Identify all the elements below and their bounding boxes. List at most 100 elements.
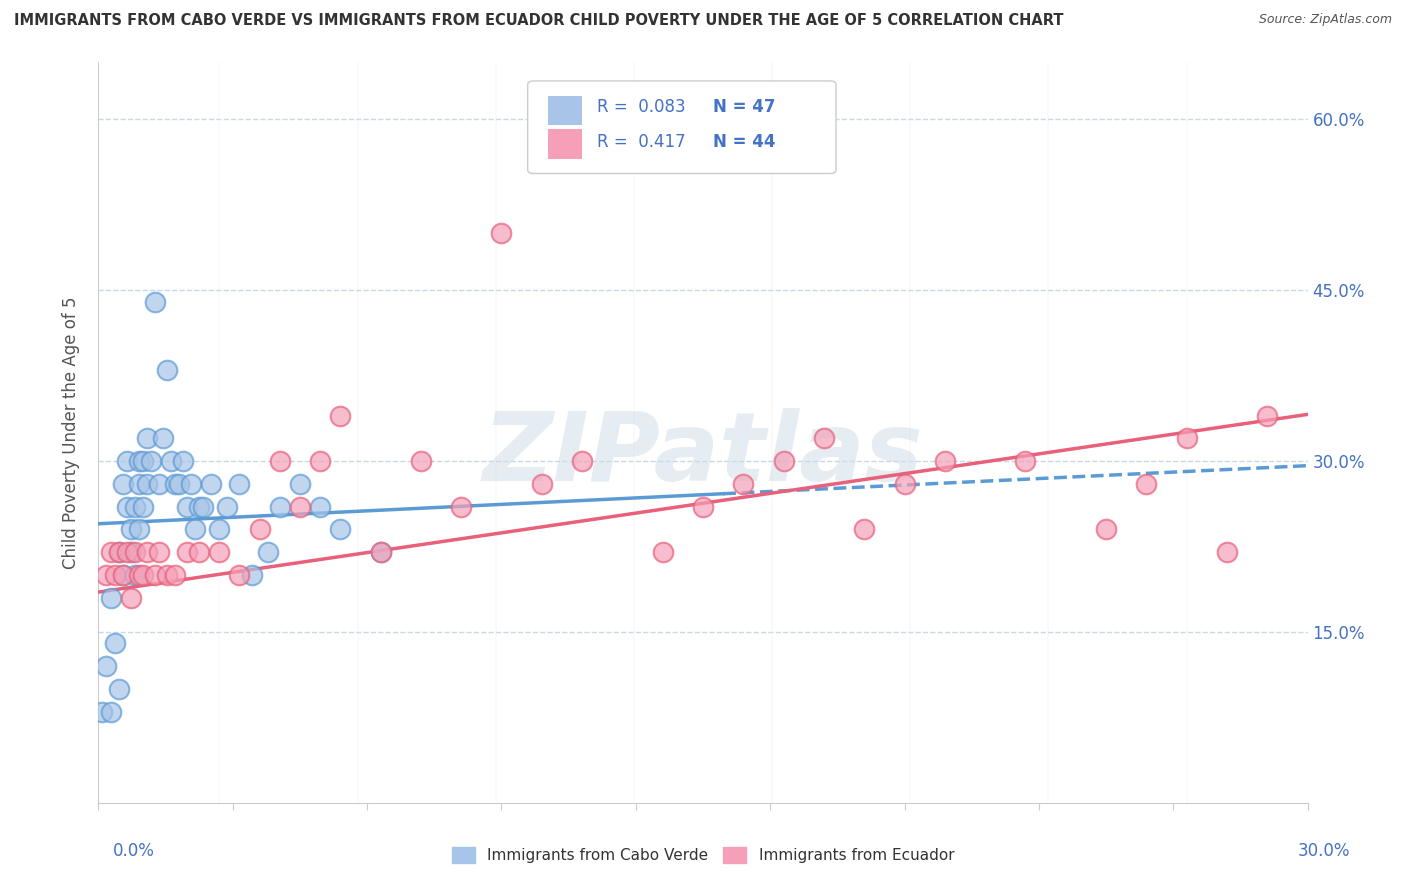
Legend: Immigrants from Cabo Verde, Immigrants from Ecuador: Immigrants from Cabo Verde, Immigrants f… [446, 841, 960, 869]
Point [530, 476, 553, 491]
Point [188, 545, 211, 559]
Point [1095, 523, 1118, 537]
Point [228, 476, 250, 491]
Point [132, 454, 155, 468]
Point [132, 568, 155, 582]
Text: IMMIGRANTS FROM CABO VERDE VS IMMIGRANTS FROM ECUADOR CHILD POVERTY UNDER THE AG: IMMIGRANTS FROM CABO VERDE VS IMMIGRANTS… [14, 13, 1063, 29]
Point [103, 636, 125, 650]
Point [120, 523, 142, 537]
Point [217, 500, 239, 514]
Point [163, 568, 186, 582]
Point [249, 523, 271, 537]
Point [450, 500, 472, 514]
Point [288, 500, 311, 514]
Point [180, 476, 202, 491]
Point [651, 545, 673, 559]
Point [1014, 454, 1036, 468]
Point [115, 545, 138, 559]
Point [571, 454, 593, 468]
Point [269, 454, 291, 468]
Point [193, 500, 215, 514]
Point [329, 409, 352, 423]
Point [91, 705, 114, 719]
Point [143, 294, 166, 309]
Point [100, 591, 122, 605]
Text: R =  0.083: R = 0.083 [596, 98, 685, 116]
Point [309, 454, 332, 468]
Point [124, 500, 146, 514]
Point [288, 476, 311, 491]
Point [813, 431, 835, 445]
Point [128, 476, 150, 491]
Point [1135, 476, 1157, 491]
Point [172, 454, 194, 468]
Point [772, 454, 794, 468]
Point [120, 591, 142, 605]
Y-axis label: Child Poverty Under the Age of 5: Child Poverty Under the Age of 5 [62, 296, 80, 569]
Point [107, 545, 129, 559]
Point [111, 476, 134, 491]
Point [208, 545, 231, 559]
Text: N = 47: N = 47 [713, 98, 775, 116]
Point [135, 476, 157, 491]
Point [139, 454, 162, 468]
Point [156, 568, 179, 582]
Point [160, 454, 183, 468]
Text: N = 44: N = 44 [713, 134, 775, 152]
Point [370, 545, 392, 559]
Point [200, 476, 222, 491]
Point [184, 523, 207, 537]
Point [370, 545, 392, 559]
Point [120, 545, 142, 559]
Point [124, 568, 146, 582]
Point [156, 363, 179, 377]
Point [853, 523, 876, 537]
Point [176, 545, 198, 559]
Point [188, 500, 211, 514]
Point [100, 705, 122, 719]
Point [111, 568, 134, 582]
Point [135, 545, 157, 559]
Point [491, 227, 513, 241]
Point [132, 500, 155, 514]
Text: Source: ZipAtlas.com: Source: ZipAtlas.com [1258, 13, 1392, 27]
Point [893, 476, 915, 491]
Text: R =  0.417: R = 0.417 [596, 134, 685, 152]
Point [128, 523, 150, 537]
Point [692, 500, 714, 514]
Point [143, 568, 166, 582]
Point [100, 545, 122, 559]
Point [128, 454, 150, 468]
Point [934, 454, 956, 468]
Point [163, 476, 186, 491]
Point [152, 431, 174, 445]
Point [103, 568, 125, 582]
Point [208, 523, 231, 537]
Point [124, 545, 146, 559]
Point [148, 545, 170, 559]
FancyBboxPatch shape [527, 81, 837, 173]
Point [96, 568, 118, 582]
Point [148, 476, 170, 491]
Point [176, 500, 198, 514]
Point [409, 454, 432, 468]
Point [115, 500, 138, 514]
Point [115, 454, 138, 468]
Point [107, 545, 129, 559]
Point [128, 568, 150, 582]
Text: 0.0%: 0.0% [112, 842, 155, 860]
FancyBboxPatch shape [548, 95, 582, 126]
Point [167, 476, 190, 491]
Point [256, 545, 278, 559]
Point [135, 431, 157, 445]
Point [96, 659, 118, 673]
Point [1216, 545, 1239, 559]
Point [329, 523, 352, 537]
Point [107, 681, 129, 696]
Point [269, 500, 291, 514]
Point [240, 568, 263, 582]
Point [733, 476, 755, 491]
FancyBboxPatch shape [548, 129, 582, 159]
Point [1175, 431, 1198, 445]
Text: 30.0%: 30.0% [1298, 842, 1350, 860]
